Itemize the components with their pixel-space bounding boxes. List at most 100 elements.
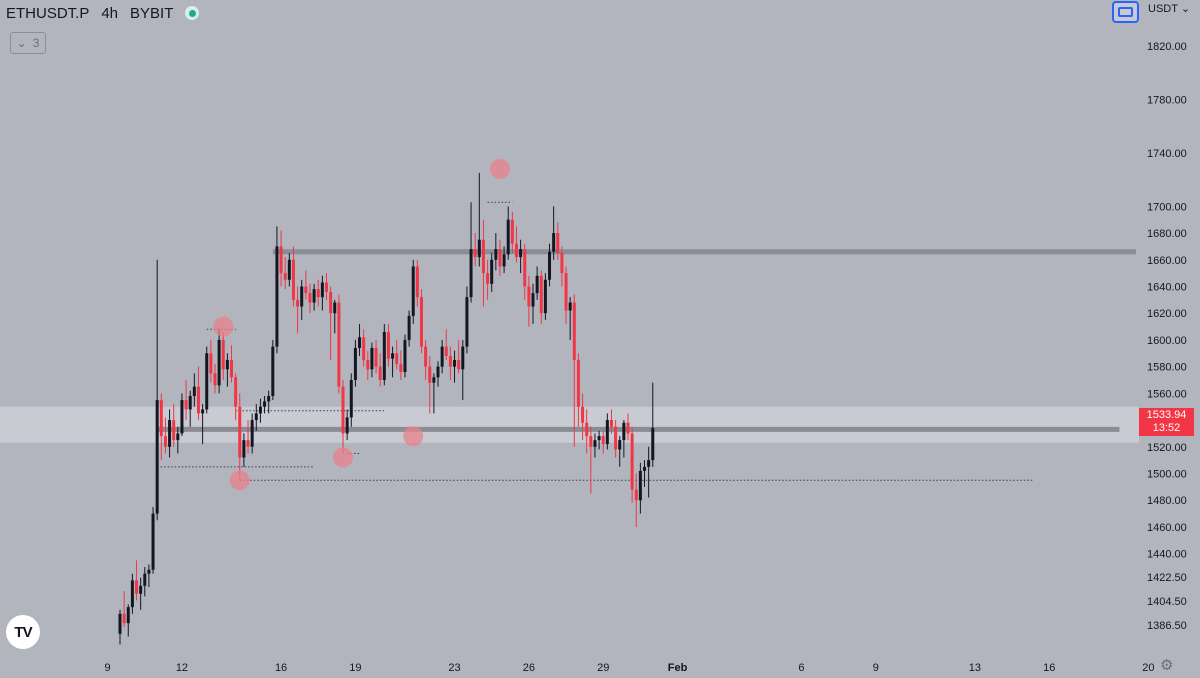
candle[interactable] bbox=[630, 426, 634, 503]
candle[interactable] bbox=[568, 297, 572, 340]
candle[interactable] bbox=[465, 286, 469, 354]
pivot-marker[interactable] bbox=[333, 447, 354, 468]
candle[interactable] bbox=[523, 243, 527, 300]
candle[interactable] bbox=[337, 294, 341, 394]
candle[interactable] bbox=[548, 243, 552, 287]
candle[interactable] bbox=[519, 239, 523, 274]
gear-icon[interactable]: ⚙ bbox=[1160, 657, 1174, 674]
candle[interactable] bbox=[552, 206, 556, 260]
candle[interactable] bbox=[436, 361, 440, 387]
candle[interactable] bbox=[147, 564, 151, 588]
candle[interactable] bbox=[643, 460, 647, 487]
candle[interactable] bbox=[209, 339, 213, 383]
candle[interactable] bbox=[366, 350, 370, 380]
candle[interactable] bbox=[461, 339, 465, 401]
candle[interactable] bbox=[502, 246, 506, 274]
candle[interactable] bbox=[391, 346, 395, 378]
candle[interactable] bbox=[151, 506, 155, 574]
candle[interactable] bbox=[411, 259, 415, 324]
candle[interactable] bbox=[605, 413, 609, 450]
candle[interactable] bbox=[622, 420, 626, 458]
price-axis[interactable] bbox=[1139, 0, 1200, 678]
candle[interactable] bbox=[238, 393, 242, 481]
candle[interactable] bbox=[651, 382, 655, 467]
candle[interactable] bbox=[176, 426, 180, 454]
candle[interactable] bbox=[457, 339, 461, 374]
candle[interactable] bbox=[585, 409, 589, 454]
candle[interactable] bbox=[135, 560, 139, 601]
candle[interactable] bbox=[564, 266, 568, 324]
candle[interactable] bbox=[581, 393, 585, 441]
candle[interactable] bbox=[180, 393, 184, 437]
candle[interactable] bbox=[477, 172, 481, 267]
candle[interactable] bbox=[415, 259, 419, 307]
candle[interactable] bbox=[419, 289, 423, 354]
candle[interactable] bbox=[498, 239, 502, 276]
candle[interactable] bbox=[349, 373, 353, 427]
candle[interactable] bbox=[184, 380, 188, 421]
candle[interactable] bbox=[453, 350, 457, 383]
candle[interactable] bbox=[122, 591, 126, 628]
candle[interactable] bbox=[572, 294, 576, 447]
candle[interactable] bbox=[593, 433, 597, 458]
candle[interactable] bbox=[242, 433, 246, 467]
candle[interactable] bbox=[159, 393, 163, 461]
candle[interactable] bbox=[353, 339, 357, 387]
candle[interactable] bbox=[597, 430, 601, 450]
candle[interactable] bbox=[407, 310, 411, 347]
candle[interactable] bbox=[510, 211, 514, 254]
candle[interactable] bbox=[308, 283, 312, 314]
candle[interactable] bbox=[601, 430, 605, 454]
interval-label[interactable]: 4h bbox=[101, 4, 119, 22]
candle[interactable] bbox=[560, 246, 564, 287]
candle[interactable] bbox=[275, 226, 279, 354]
candle[interactable] bbox=[225, 353, 229, 387]
candle[interactable] bbox=[609, 409, 613, 434]
candle[interactable] bbox=[304, 270, 308, 300]
candle[interactable] bbox=[333, 299, 337, 334]
candle[interactable] bbox=[250, 413, 254, 454]
pivot-marker[interactable] bbox=[229, 470, 250, 491]
candle[interactable] bbox=[428, 355, 432, 414]
candle[interactable] bbox=[618, 436, 622, 467]
candle[interactable] bbox=[130, 573, 134, 614]
candle[interactable] bbox=[362, 329, 366, 367]
candle[interactable] bbox=[634, 473, 638, 527]
candle[interactable] bbox=[341, 380, 345, 454]
candle[interactable] bbox=[576, 353, 580, 427]
candle[interactable] bbox=[440, 339, 444, 374]
pivot-marker[interactable] bbox=[403, 426, 424, 447]
candle[interactable] bbox=[254, 404, 258, 431]
candle[interactable] bbox=[378, 353, 382, 387]
candle[interactable] bbox=[589, 426, 593, 494]
candle[interactable] bbox=[316, 279, 320, 307]
symbol-name[interactable]: ETHUSDT.P bbox=[6, 4, 90, 22]
candle[interactable] bbox=[143, 567, 147, 597]
candle[interactable] bbox=[279, 230, 283, 287]
candle[interactable] bbox=[205, 346, 209, 414]
candle[interactable] bbox=[246, 420, 250, 454]
candle[interactable] bbox=[258, 398, 262, 423]
candle[interactable] bbox=[196, 366, 200, 421]
candle[interactable] bbox=[395, 339, 399, 370]
candle[interactable] bbox=[556, 222, 560, 260]
candle[interactable] bbox=[320, 275, 324, 311]
candle[interactable] bbox=[300, 279, 304, 320]
candle[interactable] bbox=[424, 339, 428, 380]
candle[interactable] bbox=[473, 233, 477, 267]
candle[interactable] bbox=[325, 273, 328, 300]
candle[interactable] bbox=[230, 345, 234, 383]
candle[interactable] bbox=[287, 253, 291, 287]
candle[interactable] bbox=[539, 270, 543, 324]
candle[interactable] bbox=[448, 346, 452, 380]
candle[interactable] bbox=[296, 286, 300, 334]
candle[interactable] bbox=[614, 420, 618, 458]
candle[interactable] bbox=[163, 417, 167, 454]
candle[interactable] bbox=[494, 233, 498, 271]
candle[interactable] bbox=[155, 259, 159, 521]
candle[interactable] bbox=[647, 446, 651, 498]
candle[interactable] bbox=[291, 246, 295, 307]
fullscreen-icon[interactable] bbox=[1112, 1, 1139, 23]
candle[interactable] bbox=[444, 329, 448, 360]
